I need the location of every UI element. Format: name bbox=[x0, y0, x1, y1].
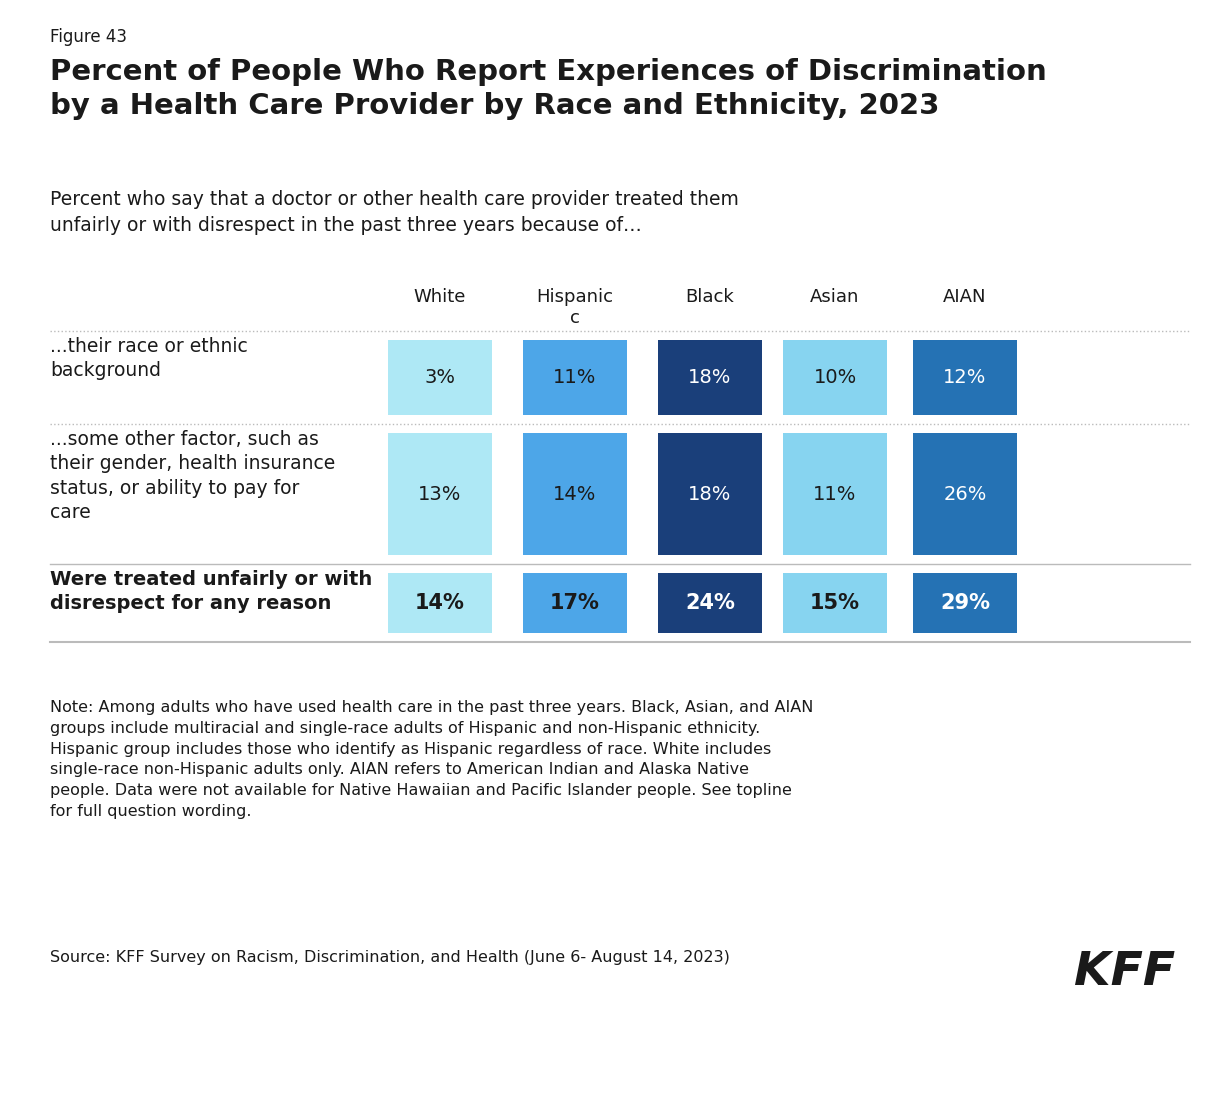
Bar bbox=[388, 433, 492, 555]
Bar bbox=[523, 433, 627, 555]
Bar bbox=[913, 573, 1017, 633]
Text: 11%: 11% bbox=[554, 369, 597, 387]
Text: Source: KFF Survey on Racism, Discrimination, and Health (June 6- August 14, 202: Source: KFF Survey on Racism, Discrimina… bbox=[50, 950, 730, 965]
Bar bbox=[783, 433, 887, 555]
Bar bbox=[783, 340, 887, 415]
Bar bbox=[658, 340, 762, 415]
Text: 29%: 29% bbox=[939, 593, 989, 613]
Text: Percent of People Who Report Experiences of Discrimination
by a Health Care Prov: Percent of People Who Report Experiences… bbox=[50, 58, 1047, 120]
Text: 17%: 17% bbox=[550, 593, 600, 613]
Text: ...some other factor, such as
their gender, health insurance
status, or ability : ...some other factor, such as their gend… bbox=[50, 430, 336, 522]
Text: 3%: 3% bbox=[425, 369, 455, 387]
Text: 10%: 10% bbox=[814, 369, 856, 387]
Text: 12%: 12% bbox=[943, 369, 987, 387]
Text: White: White bbox=[414, 287, 466, 306]
Text: 26%: 26% bbox=[943, 484, 987, 504]
Bar bbox=[783, 573, 887, 633]
Text: ...their race or ethnic
background: ...their race or ethnic background bbox=[50, 337, 248, 381]
Text: Hispanic
c: Hispanic c bbox=[537, 287, 614, 326]
Bar bbox=[913, 433, 1017, 555]
Text: 18%: 18% bbox=[688, 369, 732, 387]
Bar bbox=[658, 433, 762, 555]
Text: 15%: 15% bbox=[810, 593, 860, 613]
Text: Note: Among adults who have used health care in the past three years. Black, Asi: Note: Among adults who have used health … bbox=[50, 700, 814, 819]
Text: AIAN: AIAN bbox=[943, 287, 987, 306]
Bar bbox=[523, 573, 627, 633]
Bar bbox=[388, 573, 492, 633]
Text: Black: Black bbox=[686, 287, 734, 306]
Text: KFF: KFF bbox=[1074, 950, 1175, 995]
Text: 14%: 14% bbox=[554, 484, 597, 504]
Bar bbox=[913, 340, 1017, 415]
Text: 11%: 11% bbox=[814, 484, 856, 504]
Text: 24%: 24% bbox=[686, 593, 734, 613]
Text: 13%: 13% bbox=[418, 484, 461, 504]
Bar bbox=[388, 340, 492, 415]
Text: 14%: 14% bbox=[415, 593, 465, 613]
Bar bbox=[523, 340, 627, 415]
Text: Were treated unfairly or with
disrespect for any reason: Were treated unfairly or with disrespect… bbox=[50, 571, 372, 613]
Text: Figure 43: Figure 43 bbox=[50, 28, 127, 46]
Text: Asian: Asian bbox=[810, 287, 860, 306]
Bar bbox=[658, 573, 762, 633]
Text: Percent who say that a doctor or other health care provider treated them
unfairl: Percent who say that a doctor or other h… bbox=[50, 190, 739, 234]
Text: 18%: 18% bbox=[688, 484, 732, 504]
